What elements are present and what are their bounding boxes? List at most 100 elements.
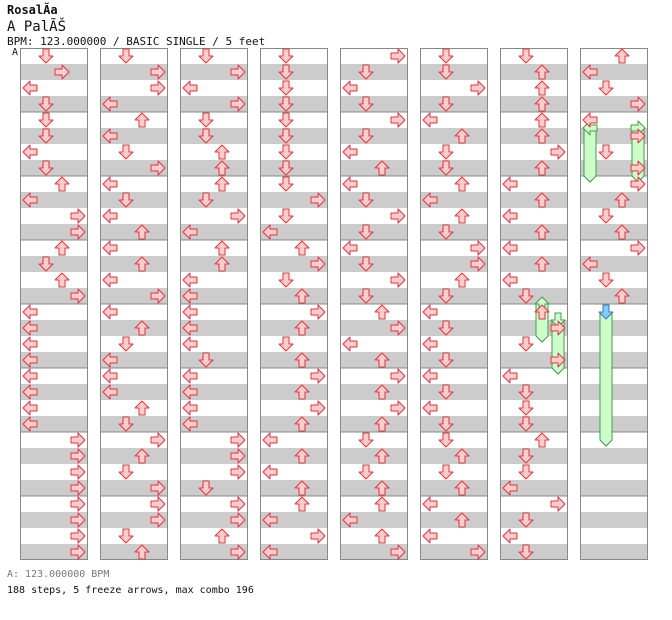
beat-band (20, 64, 88, 80)
beat-band (100, 288, 168, 304)
step-arrow-right (230, 496, 246, 512)
step-arrow-up (534, 80, 550, 96)
beat-band (580, 128, 648, 144)
beat-band (580, 480, 648, 496)
artist-name: RosalÃ­a (7, 3, 58, 17)
beat-band (500, 544, 568, 560)
step-arrow-down (38, 160, 54, 176)
chart-info: BPM: 123.000000 / BASIC SINGLE / 5 feet (7, 35, 266, 48)
step-arrow-down (38, 48, 54, 64)
chart-column-frame (100, 48, 168, 560)
beat-band (420, 448, 488, 464)
step-arrow-up (534, 304, 550, 320)
step-arrow-up (294, 416, 310, 432)
step-arrow-down (278, 176, 294, 192)
step-arrow-down (118, 336, 134, 352)
step-arrow-down (358, 256, 374, 272)
step-arrow-down (118, 464, 134, 480)
beat-band (340, 512, 408, 528)
beat-band (500, 480, 568, 496)
step-arrow-down (278, 96, 294, 112)
step-arrow-down (438, 384, 454, 400)
beat-band (100, 480, 168, 496)
step-arrow-down (278, 160, 294, 176)
step-arrow-left (422, 368, 438, 384)
step-arrow-left (422, 336, 438, 352)
step-arrow-left (422, 304, 438, 320)
beat-band (260, 192, 328, 208)
step-arrow-down (38, 96, 54, 112)
step-arrow-down (438, 160, 454, 176)
step-arrow-left (422, 496, 438, 512)
step-arrow-up (454, 176, 470, 192)
step-arrow-right (70, 464, 86, 480)
step-arrow-down (358, 64, 374, 80)
step-arrow-down (278, 336, 294, 352)
step-arrow-down (518, 384, 534, 400)
step-arrow-right (630, 128, 646, 144)
step-arrow-down (38, 256, 54, 272)
step-arrow-left (582, 112, 598, 128)
beat-band (340, 96, 408, 112)
beat-band (500, 128, 568, 144)
step-arrow-right (150, 160, 166, 176)
chart-column-frame (20, 48, 88, 560)
step-arrow-up (294, 240, 310, 256)
beat-band (580, 256, 648, 272)
step-arrow-up (54, 176, 70, 192)
step-arrow-left (102, 96, 118, 112)
step-arrow-right (390, 208, 406, 224)
beat-band (20, 288, 88, 304)
beat-band (20, 224, 88, 240)
step-arrow-down (598, 80, 614, 96)
step-arrow-down (438, 64, 454, 80)
beat-band (420, 160, 488, 176)
step-arrow-down (518, 288, 534, 304)
step-arrow-down (358, 192, 374, 208)
beat-band (100, 448, 168, 464)
beat-band (260, 352, 328, 368)
beat-band (420, 512, 488, 528)
step-arrow-down (278, 112, 294, 128)
beat-band (260, 224, 328, 240)
step-arrow-right (550, 352, 566, 368)
beat-band (180, 416, 248, 432)
step-arrow-right (70, 448, 86, 464)
step-arrow-right (630, 96, 646, 112)
step-arrow-left (102, 128, 118, 144)
beat-band (580, 384, 648, 400)
step-arrow-up (614, 224, 630, 240)
beat-band (20, 480, 88, 496)
beat-band (500, 448, 568, 464)
beat-band (580, 64, 648, 80)
chart-column-frame (420, 48, 488, 560)
step-arrow-up (534, 192, 550, 208)
step-arrow-left (182, 336, 198, 352)
step-arrow-down (518, 416, 534, 432)
beat-band (500, 192, 568, 208)
freeze-arrow-head (598, 304, 614, 320)
beat-band (420, 128, 488, 144)
beat-band (420, 384, 488, 400)
step-arrow-up (454, 512, 470, 528)
step-arrow-down (438, 96, 454, 112)
step-arrow-left (22, 368, 38, 384)
beat-band (580, 96, 648, 112)
step-arrow-down (518, 512, 534, 528)
step-arrow-left (182, 80, 198, 96)
step-arrow-up (134, 448, 150, 464)
beat-band (500, 160, 568, 176)
beat-band (580, 160, 648, 176)
step-arrow-right (390, 368, 406, 384)
step-arrow-left (502, 208, 518, 224)
step-arrow-down (198, 352, 214, 368)
beat-band (420, 544, 488, 560)
step-arrow-left (262, 464, 278, 480)
step-arrow-up (294, 384, 310, 400)
step-arrow-right (70, 528, 86, 544)
step-arrow-down (118, 416, 134, 432)
step-arrow-left (342, 144, 358, 160)
step-arrow-down (518, 336, 534, 352)
step-arrow-up (534, 64, 550, 80)
